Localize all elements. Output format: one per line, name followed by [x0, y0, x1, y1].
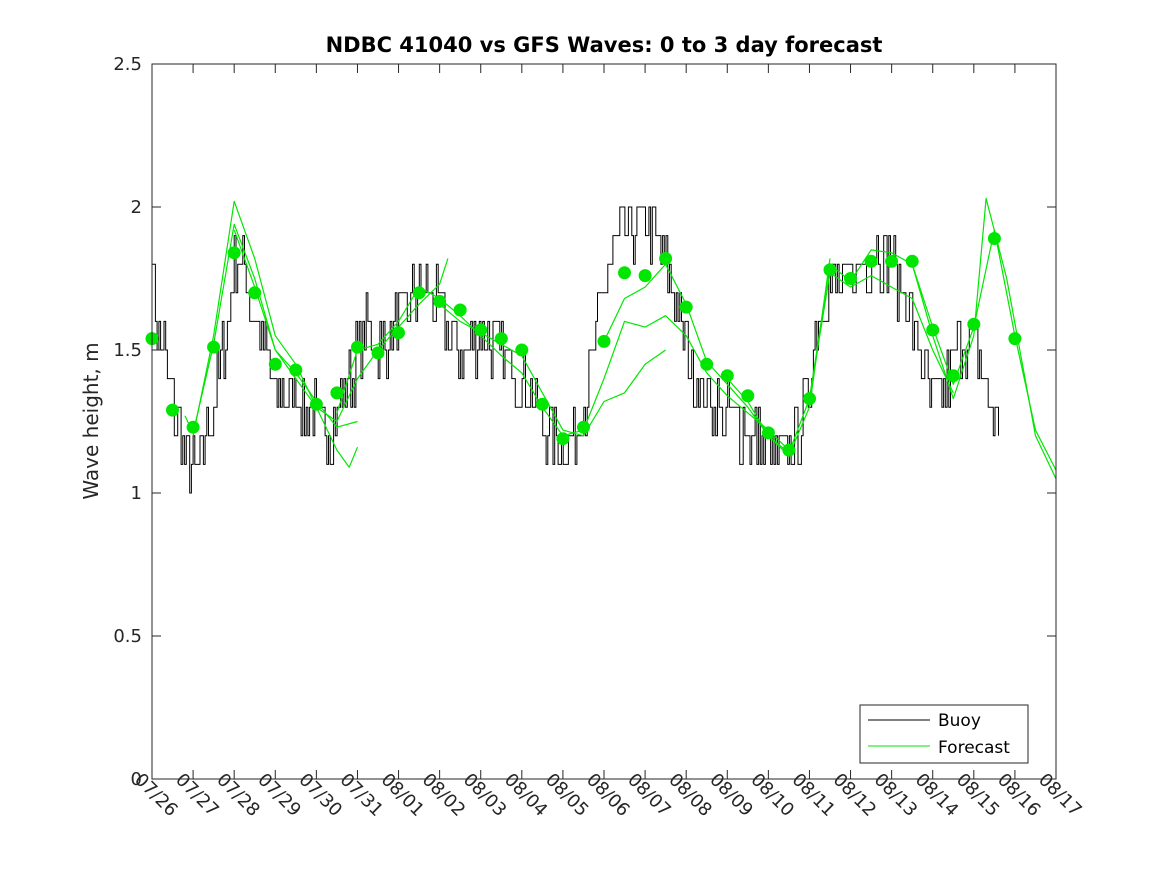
- forecast-point: [412, 286, 426, 300]
- forecast-point: [289, 363, 303, 377]
- forecast-point: [166, 403, 179, 417]
- y-tick-label: 1: [131, 483, 142, 504]
- forecast-run-line: [192, 200, 359, 468]
- forecast-point: [926, 323, 940, 337]
- forecast-point: [679, 300, 693, 314]
- forecast-point: [741, 389, 755, 403]
- y-axis-label: Wave height, m: [79, 342, 103, 499]
- forecast-point: [433, 294, 447, 308]
- forecast-point: [844, 272, 857, 285]
- forecast-point: [494, 332, 508, 346]
- legend-label-forecast: Forecast: [938, 738, 1010, 758]
- forecast-run-line: [336, 286, 564, 437]
- y-axis: 0 0.5 1 1.5 2 2.5: [113, 54, 1056, 790]
- legend: Buoy Forecast: [859, 704, 1029, 764]
- forecast-point: [967, 317, 981, 331]
- forecast-point: [782, 443, 796, 457]
- forecast-point: [248, 286, 262, 300]
- forecast-point: [309, 397, 323, 411]
- forecast-point: [803, 392, 816, 406]
- forecast-point: [515, 343, 529, 357]
- forecast-point: [577, 420, 590, 434]
- forecast-point: [597, 334, 611, 348]
- forecast-point: [823, 263, 837, 277]
- forecast-point: [700, 357, 714, 371]
- y-tick-label: 2: [131, 197, 142, 218]
- forecast-point: [987, 232, 1001, 245]
- forecast-point: [186, 420, 200, 434]
- legend-label-buoy: Buoy: [938, 711, 981, 731]
- forecast-point: [720, 369, 734, 383]
- forecast-point: [556, 432, 570, 446]
- forecast-point: [351, 340, 364, 354]
- y-tick-label: 1.5: [113, 340, 142, 361]
- forecast-point: [761, 426, 775, 440]
- forecast-run-line: [911, 229, 1057, 471]
- series-buoy: [152, 206, 999, 494]
- buoy-line: [152, 206, 999, 494]
- forecast-point: [453, 303, 467, 317]
- forecast-point: [227, 246, 241, 260]
- forecast-point: [371, 346, 385, 360]
- forecast-point: [638, 269, 652, 283]
- forecast-point: [659, 252, 673, 265]
- forecast-point: [330, 386, 344, 400]
- legend-box: [859, 704, 1029, 764]
- forecast-point: [946, 369, 960, 383]
- forecast-run-line: [562, 315, 790, 451]
- y-tick-label: 2.5: [113, 54, 142, 75]
- forecast-point: [864, 254, 878, 268]
- forecast-point: [618, 266, 631, 280]
- forecast-point: [535, 397, 549, 411]
- chart-title: NDBC 41040 vs GFS Waves: 0 to 3 day fore…: [326, 33, 883, 57]
- forecast-markers: [145, 232, 1022, 457]
- forecast-point: [268, 357, 282, 371]
- y-tick-label: 0.5: [113, 626, 142, 647]
- forecast-run-line: [233, 229, 449, 423]
- forecast-point: [207, 340, 221, 354]
- forecast-point: [392, 326, 405, 340]
- forecast-point: [474, 323, 488, 337]
- y-tick-label: 0: [131, 769, 142, 790]
- forecast-point: [1008, 332, 1022, 346]
- forecast-point: [885, 254, 899, 268]
- forecast-point: [905, 254, 919, 268]
